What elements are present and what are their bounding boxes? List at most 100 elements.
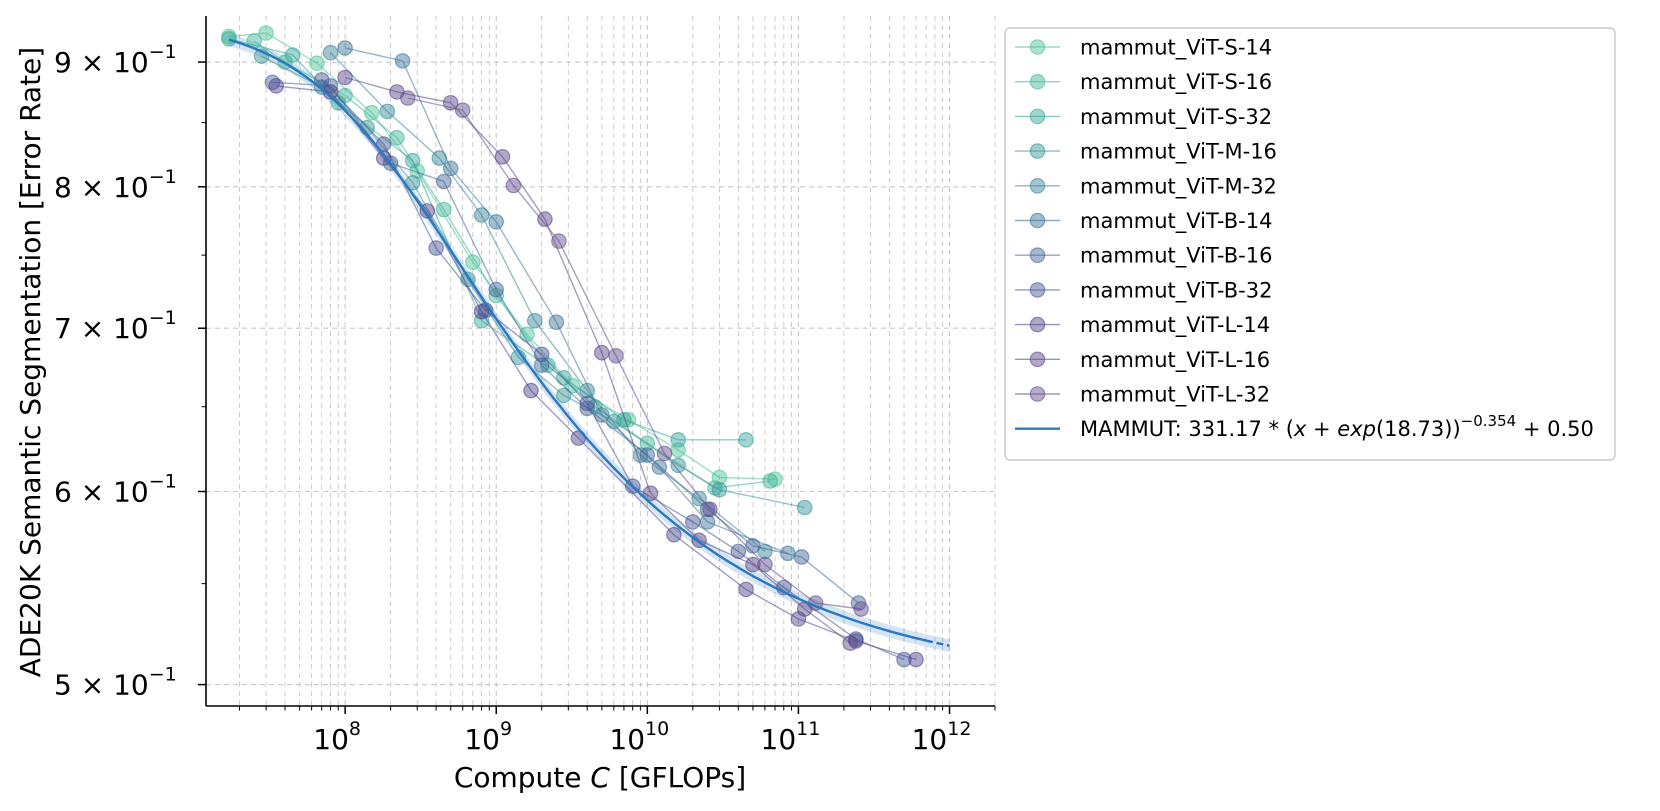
legend-marker (1029, 247, 1046, 263)
fit-layer (228, 38, 950, 647)
data-point (419, 203, 436, 219)
legend: mammut_ViT-S-14 mammut_ViT-S-16 mammut_ViT… (1004, 27, 1616, 461)
legend-item: mammut_ViT-L-32 (1015, 383, 1270, 408)
data-point (428, 240, 444, 256)
legend-marker (1029, 351, 1046, 368)
y-tick-label: 5 × 10−1 (54, 664, 177, 702)
series-mammut_ViT-S-16 (246, 33, 778, 496)
series-line (344, 76, 851, 644)
data-point (537, 211, 553, 227)
data-point (670, 431, 686, 448)
x-tick-label: 1011 (761, 718, 821, 756)
data-point (435, 201, 452, 218)
data-point (908, 651, 924, 668)
data-point (579, 400, 595, 417)
data-point (526, 312, 543, 329)
data-point (579, 395, 595, 412)
y-tick-label: 7 × 10−1 (54, 307, 177, 345)
data-point (284, 47, 301, 63)
data-point (322, 78, 339, 94)
data-point (394, 53, 411, 69)
data-point (711, 481, 728, 498)
data-point (896, 651, 912, 668)
data-point (608, 347, 624, 364)
data-point (375, 150, 392, 166)
data-point (454, 102, 471, 118)
x-tick-label: 1012 (912, 718, 972, 756)
fit-extrapolation-line (925, 639, 950, 647)
data-point (473, 207, 490, 223)
data-point (533, 357, 550, 373)
ticks: 108 109 1010 1011 1012 5 × 10−1 6 × 10−1 7 × 10… (54, 41, 996, 756)
y-axis-title: ADE20K Semantic Segmentation [Error Rate… (14, 47, 47, 677)
grid (206, 16, 996, 706)
series-line (276, 85, 917, 661)
series-line (329, 52, 766, 552)
data-point (642, 485, 659, 502)
data-point (793, 549, 810, 565)
legend-marker (1029, 316, 1046, 333)
data-point (762, 473, 778, 489)
data-point (464, 254, 481, 271)
x-axis-title: Compute C [GFLOPs] (454, 761, 746, 794)
data-point (494, 149, 511, 165)
data-point (639, 447, 656, 463)
data-point (488, 281, 504, 298)
x-tick-label: 1010 (609, 718, 669, 756)
x-tick-label: 108 (313, 718, 361, 756)
data-point (523, 382, 539, 399)
legend-item-fit: MAMMUT: 331.17 * (x + exp(18.73))−0.354 … (1015, 412, 1594, 441)
data-point (473, 303, 490, 320)
legend-item: mammut_ViT-S-14 (1015, 36, 1272, 61)
legend-marker (1029, 212, 1046, 229)
data-point (738, 431, 754, 448)
legend-label: mammut_ViT-B-16 (1080, 244, 1272, 269)
legend-marker (1029, 282, 1046, 298)
series-mammut_ViT-S-32 (221, 30, 754, 448)
legend-item: mammut_ViT-B-14 (1015, 209, 1272, 234)
data-point (670, 457, 686, 474)
series-mammut_ViT-L-14 (268, 78, 924, 668)
legend-label: mammut_ViT-B-14 (1080, 209, 1272, 234)
legend-item: mammut_ViT-M-32 (1015, 174, 1277, 199)
data-point (363, 104, 380, 121)
data-point (399, 90, 416, 106)
data-point (435, 173, 452, 190)
data-point (853, 601, 869, 617)
legend-fit-label: MAMMUT: 331.17 * (x + exp(18.73))−0.354 … (1080, 412, 1594, 441)
fit-line (228, 38, 927, 642)
data-point (313, 72, 330, 88)
legend-label: mammut_ViT-S-16 (1080, 70, 1272, 95)
series-line (228, 38, 746, 441)
data-point (745, 556, 761, 573)
legend-marker (1029, 73, 1046, 90)
legend-marker (1029, 386, 1046, 402)
legend-label: mammut_ViT-M-16 (1080, 140, 1277, 165)
legend-item: mammut_ViT-L-16 (1015, 348, 1270, 373)
data-point (488, 214, 504, 230)
legend-marker (1029, 39, 1046, 55)
series-line (272, 81, 859, 604)
legend-label: mammut_ViT-L-14 (1080, 313, 1270, 338)
series-mammut_ViT-B-16 (264, 74, 867, 611)
data-point (555, 387, 572, 404)
legend-label: mammut_ViT-M-32 (1080, 174, 1277, 199)
series-line (228, 32, 776, 480)
data-point (533, 346, 550, 363)
legend-item: mammut_ViT-B-16 (1015, 244, 1272, 269)
x-tick-label: 109 (464, 718, 512, 756)
y-tick-label: 8 × 10−1 (54, 166, 177, 204)
legend-marker (1029, 143, 1046, 159)
y-tick-label: 9 × 10−1 (54, 41, 177, 79)
fit-confidence-band (228, 33, 950, 653)
data-point (258, 25, 274, 41)
series-line (321, 79, 905, 661)
data-point (505, 177, 522, 194)
data-point (796, 499, 813, 516)
legend-item: mammut_ViT-L-14 (1015, 313, 1270, 338)
series-mammut_ViT-L-32 (399, 90, 869, 617)
series-mammut_ViT-B-32 (313, 72, 912, 668)
legend-label: mammut_ViT-L-32 (1080, 383, 1270, 408)
legend-label: mammut_ViT-B-32 (1080, 278, 1272, 303)
